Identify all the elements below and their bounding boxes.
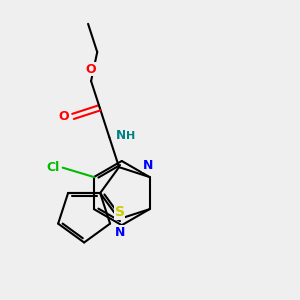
Text: S: S [115, 205, 124, 219]
Text: N: N [115, 226, 126, 238]
Text: Cl: Cl [46, 161, 60, 174]
Text: O: O [86, 63, 96, 76]
Text: H: H [126, 131, 135, 141]
Text: O: O [59, 110, 70, 123]
Text: N: N [143, 159, 153, 172]
Text: N: N [116, 130, 126, 142]
